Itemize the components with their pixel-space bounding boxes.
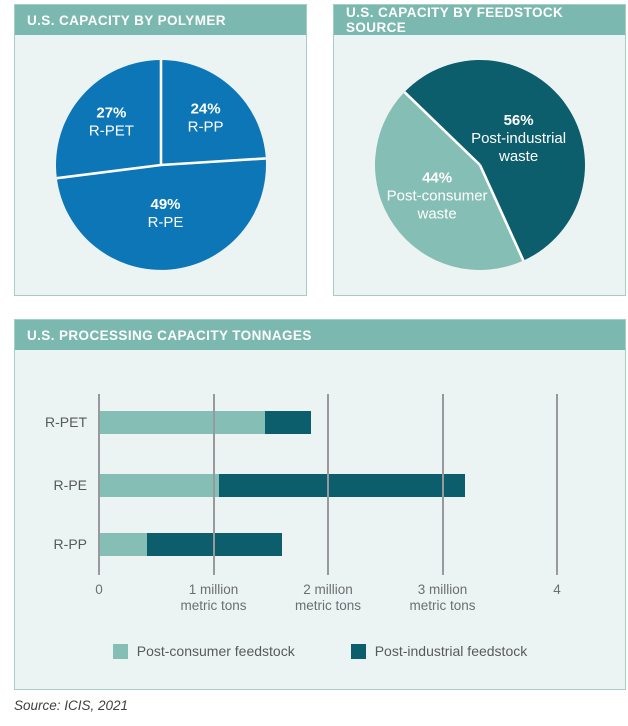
gridline-2 (327, 394, 329, 575)
pie-divider (478, 164, 525, 262)
panel-capacity-by-polymer: U.S. CAPACITY BY POLYMER 24% R-PP 49% R-PE 2… (14, 4, 307, 296)
bar-segment-r-pe-post-industrial (219, 474, 466, 497)
pie-label-r-pp: 24% R-PP (187, 101, 223, 136)
pie-slice-r-pe (56, 158, 266, 270)
bar-category-label-r-pp: R-PP (53, 536, 87, 552)
panel-header-tonnages: U.S. PROCESSING CAPACITY TONNAGES (15, 320, 625, 350)
pie-divider (403, 91, 481, 166)
legend-label-post-consumer: Post-consumer feedstock (136, 643, 295, 659)
panel-header-polymer: U.S. CAPACITY BY POLYMER (15, 5, 306, 35)
pie-slice-post-consumer-waste (374, 92, 523, 271)
gridline-3 (441, 394, 444, 575)
pie-divider (160, 157, 266, 167)
gridline-4 (556, 394, 558, 575)
panel-capacity-by-feedstock: U.S. CAPACITY BY FEEDSTOCK SOURCE 56% Pos… (333, 4, 626, 296)
pie-label-r-pe: 49% R-PE (147, 196, 183, 231)
legend-item-post-industrial: Post-industrial feedstock (350, 643, 528, 659)
legend-swatch-post-consumer (112, 643, 128, 659)
legend-item-post-consumer: Post-consumer feedstock (112, 643, 295, 659)
axis-tick-label-1: 1 million metric tons (180, 582, 247, 613)
axis-tick-label-2: 2 million metric tons (294, 582, 362, 613)
pie-slice-r-pp (160, 60, 266, 165)
pie-chart-polymer: 24% R-PP 49% R-PE 27% R-PET (15, 35, 306, 295)
bar-segment-r-pe-post-consumer (99, 474, 220, 497)
bar-category-label-r-pe: R-PE (53, 477, 87, 493)
axis-tick-label-4: 4 (553, 582, 561, 597)
source-citation: Source: ICIS, 2021 (14, 698, 129, 713)
axis-tick-label-3: 3 million metric tons (409, 582, 476, 613)
pie-slice-r-pet (55, 60, 161, 179)
panel-title-feedstock: U.S. CAPACITY BY FEEDSTOCK SOURCE (346, 5, 564, 35)
gridline-0 (98, 394, 100, 575)
panel-title-tonnages: U.S. PROCESSING CAPACITY TONNAGES (27, 327, 312, 343)
pie-label-post-consumer-waste: 44% Post-consumer waste (386, 169, 487, 222)
legend-label-post-industrial: Post-industrial feedstock (374, 643, 528, 659)
pie-divider (56, 163, 161, 180)
axis-tick-label-0: 0 (95, 582, 103, 597)
bar-segment-r-pp-post-consumer (99, 533, 148, 556)
panel-title-polymer: U.S. CAPACITY BY POLYMER (27, 12, 226, 28)
panel-header-feedstock: U.S. CAPACITY BY FEEDSTOCK SOURCE (334, 5, 625, 35)
pie-slice-post-industrial-waste (403, 60, 585, 261)
bar-category-label-r-pet: R-PET (45, 414, 87, 430)
pie-label-post-industrial-waste: 56% Post-industrial waste (471, 112, 566, 165)
pie-chart-feedstock: 56% Post-industrial waste 44% Post-consumer w… (334, 35, 625, 295)
bar-segment-r-pp-post-industrial (147, 533, 283, 556)
bar-segment-r-pet-post-industrial (265, 411, 311, 434)
stacked-bar-chart: R-PET R-PE R-PP 0 1 million metric tons 2 mill… (45, 394, 561, 613)
gridline-1 (212, 394, 215, 575)
legend-swatch-post-industrial (350, 643, 366, 659)
chart-legend: Post-consumer feedstock Post-industrial … (15, 643, 625, 659)
pie-label-r-pet: 27% R-PET (88, 104, 133, 139)
panel-processing-capacity-tonnages: U.S. PROCESSING CAPACITY TONNAGES R-PET R… (14, 319, 626, 690)
bar-segment-r-pet-post-consumer (99, 411, 265, 434)
